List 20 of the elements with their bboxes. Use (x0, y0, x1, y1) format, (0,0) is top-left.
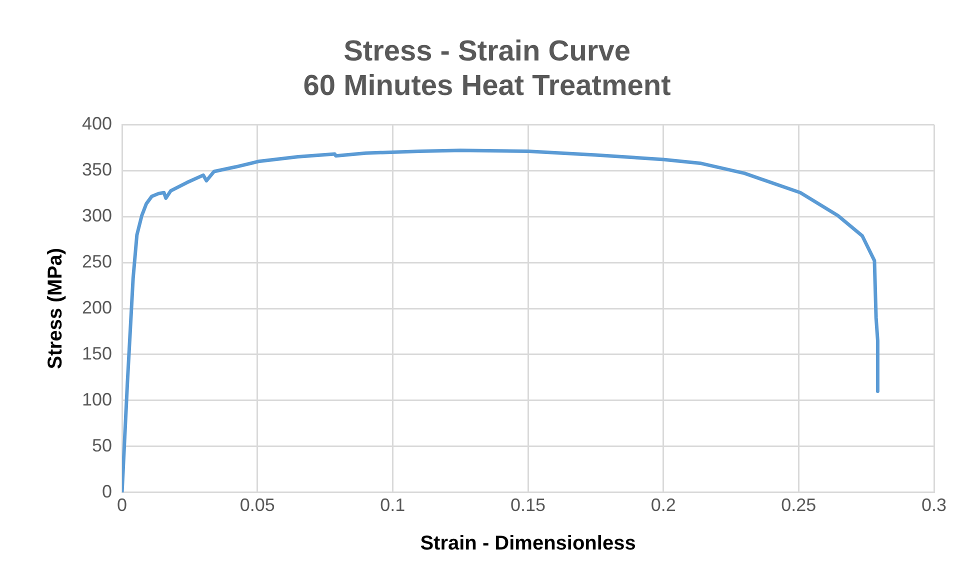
y-tick-label: 150 (82, 343, 112, 364)
x-tick-label: 0.25 (781, 495, 816, 516)
y-tick-label: 50 (92, 435, 112, 456)
y-tick-label: 400 (82, 114, 112, 134)
x-tick-label: 0.15 (510, 495, 546, 516)
y-axis-title: Stress (MPa) (44, 248, 67, 370)
text: 60 Minutes Heat Treatment (303, 70, 671, 102)
x-tick-label: 0.2 (650, 495, 676, 516)
y-tick-label: 250 (82, 251, 112, 272)
y-tick-label: 350 (82, 160, 112, 180)
x-tick-label: 0.05 (240, 495, 275, 516)
text: Stress - Strain Curve (344, 35, 630, 68)
x-tick-label: 0.1 (380, 495, 406, 516)
x-axis-title: Strain - Dimensionless (420, 532, 636, 555)
y-tick-label: 0 (102, 481, 112, 502)
y-tick-label: 100 (82, 389, 112, 410)
x-tick-label: 0.3 (921, 495, 947, 516)
y-tick-label: 200 (82, 297, 112, 318)
x-tick-label: 0 (117, 495, 128, 516)
y-tick-label: 300 (82, 206, 112, 226)
